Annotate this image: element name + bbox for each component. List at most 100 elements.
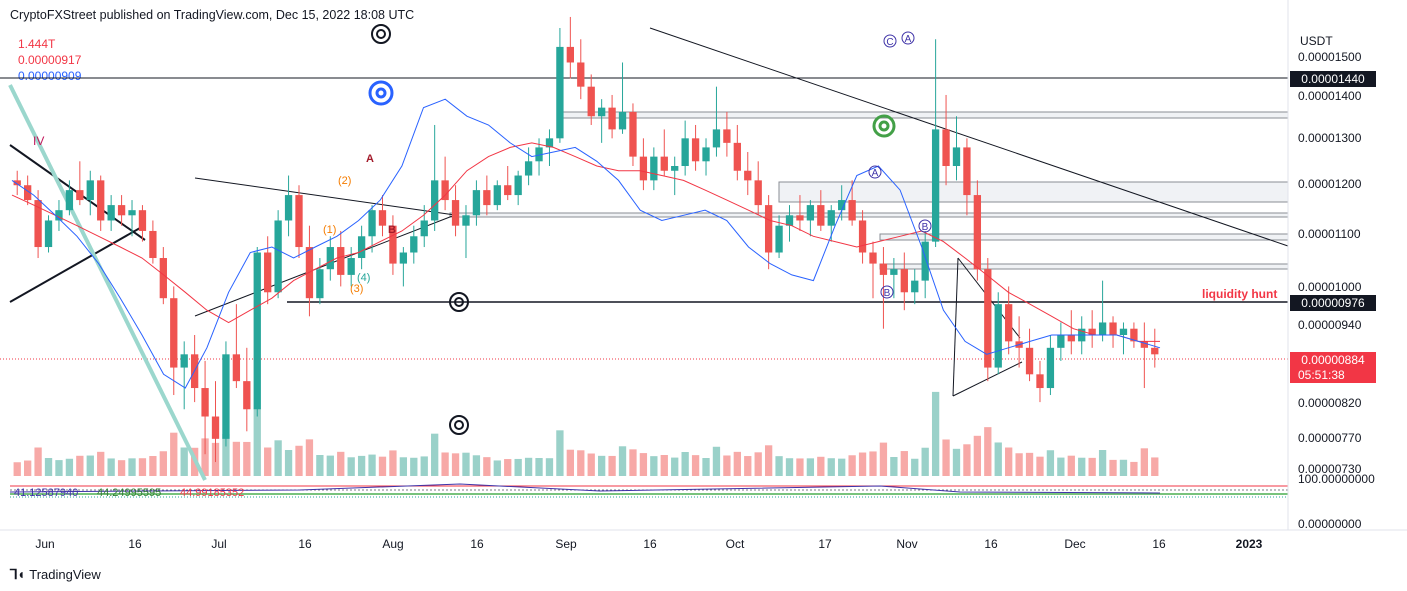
label-orange-1: (1) [323, 224, 336, 236]
volume-bar [671, 457, 679, 476]
volume-bar [326, 455, 334, 476]
volume-bar [618, 446, 627, 476]
volume-bar [963, 444, 971, 476]
candle [838, 200, 846, 211]
volume-bar [900, 451, 908, 476]
volume-bar [660, 455, 668, 476]
x-tick-nov: Nov [896, 537, 917, 551]
circle-label-a2: A [872, 168, 879, 179]
candle [764, 205, 773, 253]
volume-bar [827, 458, 835, 476]
ma-red-line [11, 142, 1160, 342]
zone-5 [879, 263, 1289, 270]
candle [76, 190, 84, 201]
x-tick-sep: Sep [555, 537, 577, 551]
volume-bar [337, 451, 345, 476]
candle [13, 180, 21, 186]
volume-bar [451, 453, 460, 476]
candle [97, 180, 105, 221]
volume-bar [399, 457, 408, 476]
x-tick-dec: Dec [1064, 537, 1085, 551]
candle [378, 210, 387, 226]
candle [723, 129, 731, 143]
candle [577, 62, 585, 87]
current-price-tag: 0.00000884 [1290, 352, 1376, 368]
candle [629, 111, 637, 157]
y-axis[interactable]: USDT 0.00001500 0.00001400 0.00001300 0.… [1287, 0, 1375, 531]
volume-bar [1025, 452, 1034, 476]
x-tick-jul16: 16 [298, 537, 312, 551]
candle [253, 252, 261, 410]
candle [1098, 322, 1107, 335]
zone-1 [559, 111, 1289, 119]
volume-bar [952, 448, 961, 476]
volume-bar [368, 454, 376, 476]
candle [796, 215, 804, 221]
volume-bar [180, 447, 188, 476]
x-tick-sep16: 16 [643, 537, 657, 551]
volume-bar [97, 451, 105, 476]
volume-bar [848, 455, 856, 476]
y-tick-940: 0.00000940 [1298, 318, 1362, 332]
candle [55, 210, 63, 221]
volume-bar [13, 462, 21, 476]
volume-bar [264, 447, 272, 476]
volume-bar [858, 452, 867, 476]
countdown-tag: 05:51:38 [1290, 367, 1376, 383]
tradingview-logo-icon: ⅂◖ [10, 566, 25, 582]
candle [952, 147, 961, 167]
tradingview-logo[interactable]: ⅂◖ TradingView [10, 566, 101, 583]
y-tick-730: 0.00000730 [1298, 462, 1362, 476]
candle [691, 138, 700, 162]
volume-bar [316, 455, 324, 476]
y-tick-1000: 0.00001000 [1298, 280, 1362, 294]
candle [326, 247, 334, 270]
candle [806, 205, 815, 221]
candle [34, 200, 42, 248]
candle [524, 161, 533, 176]
support-price-tag: 0.00000976 [1290, 295, 1376, 311]
volume-bar [201, 438, 209, 476]
candle [650, 156, 658, 181]
volume-bar [712, 446, 721, 476]
candle [451, 200, 460, 226]
candle [462, 215, 470, 226]
x-tick-aug16: 16 [470, 537, 484, 551]
candle [1057, 334, 1065, 348]
volume-bar [76, 455, 84, 476]
volume-bar [890, 457, 898, 476]
volume-bar [1119, 459, 1128, 476]
volume-bar [34, 447, 42, 476]
candle [1151, 347, 1159, 355]
zone-3 [449, 212, 1289, 218]
circle-label-a1: A [905, 34, 912, 45]
circle-labels: C A A B B [868, 31, 932, 299]
volume-bar [587, 453, 595, 476]
candle [368, 210, 376, 237]
volume-bar [556, 430, 564, 476]
candle [211, 416, 220, 439]
volume-bar [483, 457, 491, 476]
osc-scale-bottom: 0.00000000 [1298, 517, 1362, 531]
candle [1140, 341, 1148, 348]
volume-bar [431, 433, 439, 476]
volume-bar [232, 441, 241, 476]
candle [817, 205, 825, 226]
volume-bar [1057, 457, 1065, 476]
volume-bar [921, 447, 929, 476]
x-axis[interactable]: Jun 16 Jul 16 Aug 16 Sep 16 Oct 17 Nov 1… [0, 529, 1407, 551]
volume-bar [24, 460, 32, 476]
zone-2 [778, 181, 1289, 203]
volume-bar [984, 427, 992, 476]
osc-scale-top: 100.00000000 [1298, 472, 1375, 486]
candle [44, 220, 53, 248]
candle [921, 241, 929, 281]
candle [399, 252, 408, 264]
volume-bar [723, 455, 731, 476]
label-liquidity-hunt: liquidity hunt [1202, 287, 1277, 301]
volume-bar [159, 451, 167, 476]
ma-blue-line [11, 98, 1161, 389]
volume-bar [284, 450, 293, 476]
volume-bar [806, 458, 815, 476]
